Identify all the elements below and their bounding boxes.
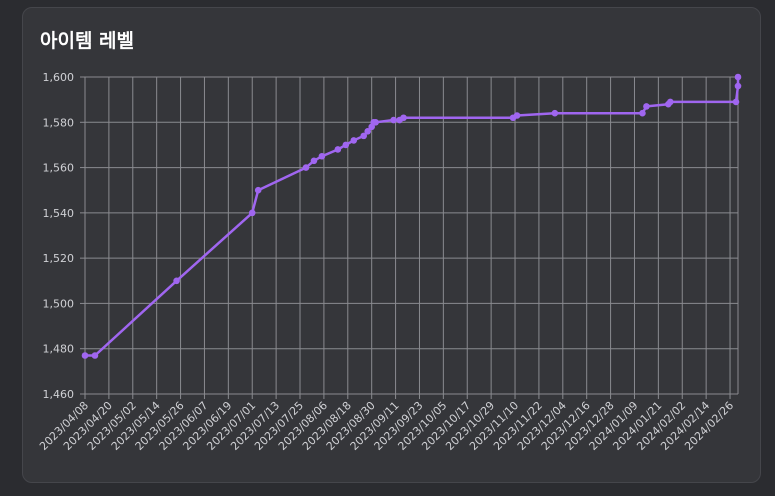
- data-point: [310, 157, 318, 165]
- series-item-level: [81, 73, 742, 359]
- data-point: [318, 152, 326, 160]
- data-point: [372, 118, 379, 126]
- data-point: [643, 103, 650, 110]
- data-point: [364, 128, 372, 135]
- data-point: [342, 141, 350, 149]
- data-point: [551, 109, 559, 117]
- y-tick-label: 1,560: [43, 162, 75, 175]
- data-point: [350, 137, 358, 144]
- series-line: [85, 77, 740, 357]
- data-point: [254, 186, 262, 194]
- data-point: [513, 112, 521, 119]
- data-point: [667, 98, 674, 106]
- data-point: [334, 146, 342, 153]
- data-point: [173, 277, 180, 285]
- chart-title: 아이템 레벨: [40, 30, 135, 52]
- y-axis: 1,460 1,480 1,500 1,520 1,540 1,560 1,580 1,600: [43, 71, 85, 401]
- data-point: [248, 209, 256, 217]
- x-axis: 2023/04/082023/04/202023/05/022023/05/14…: [37, 394, 736, 453]
- data-point: [81, 352, 89, 359]
- data-point: [732, 98, 740, 106]
- y-tick-label: 1,600: [43, 71, 75, 84]
- y-tick-label: 1,540: [43, 207, 75, 220]
- data-point: [400, 114, 407, 122]
- y-tick-label: 1,520: [43, 252, 75, 265]
- grid-lines: [84, 76, 739, 395]
- data-point: [734, 73, 742, 81]
- data-point: [390, 116, 397, 124]
- data-point: [639, 109, 646, 117]
- data-point: [302, 164, 310, 171]
- data-point: [734, 82, 742, 90]
- y-tick-label: 1,460: [43, 388, 75, 401]
- y-tick-label: 1,480: [43, 343, 75, 356]
- chart-panel: 아이템 레벨: [22, 7, 761, 483]
- y-tick-label: 1,500: [43, 297, 75, 310]
- data-point: [91, 352, 99, 359]
- data-point: [360, 132, 368, 140]
- y-tick-label: 1,580: [43, 116, 75, 129]
